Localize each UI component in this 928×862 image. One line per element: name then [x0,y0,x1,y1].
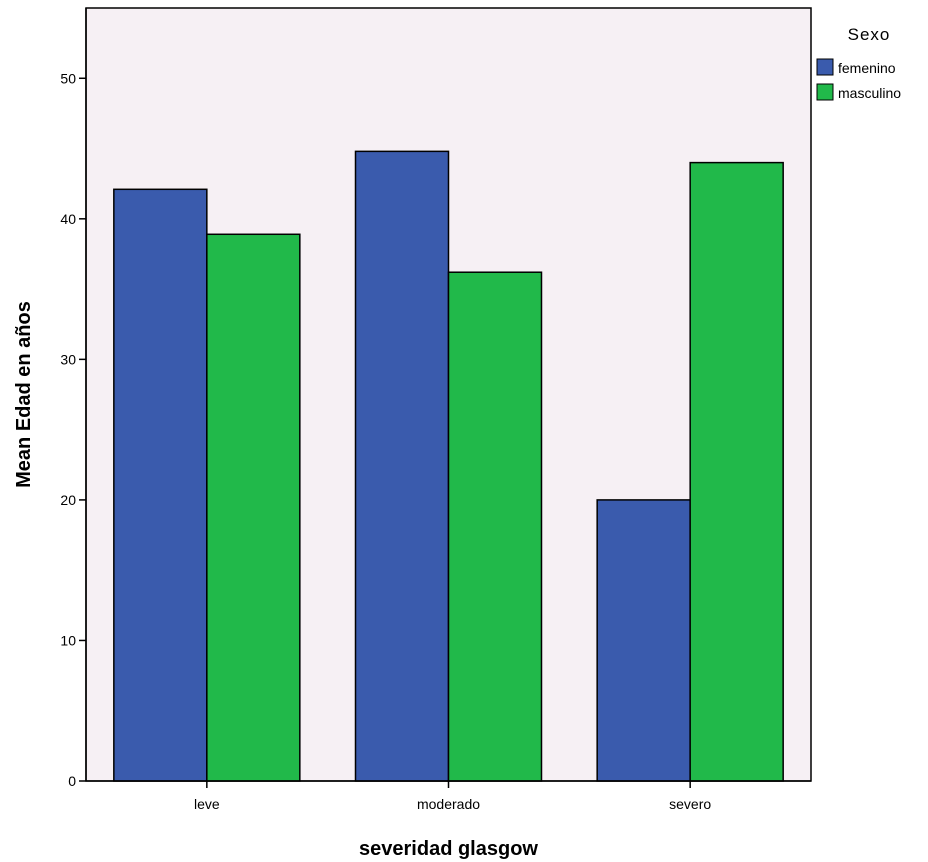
y-tick-label: 50 [60,70,76,86]
y-tick-label: 0 [68,773,76,789]
legend-swatch-masculino [816,83,834,101]
bar-leve-masculino [206,233,301,782]
legend-label-masculino: masculino [838,85,901,101]
bar-leve-femenino [113,188,208,782]
x-tick-label-leve: leve [194,796,220,812]
legend-title: Sexo [848,25,891,44]
bar-severo-masculino [689,161,784,782]
y-axis-ticks: 0 10 20 30 40 50 [60,70,86,789]
y-axis-title: Mean Edad en años [13,301,35,488]
bars-layer [113,150,784,782]
y-tick-label: 20 [60,492,76,508]
legend: Sexo femenino masculino [816,25,901,101]
bar-severo-femenino [596,499,691,782]
x-axis-ticks: leve moderado severo [194,781,711,812]
legend-swatch-femenino [816,58,834,76]
y-tick-label: 30 [60,351,76,367]
bar-moderado-femenino [354,150,450,782]
y-tick-label: 10 [60,632,76,648]
legend-label-femenino: femenino [838,60,896,76]
x-axis-title: severidad glasgow [359,838,538,860]
bar-moderado-masculino [447,271,543,782]
x-tick-label-severo: severo [669,796,711,812]
x-tick-label-moderado: moderado [417,796,480,812]
y-tick-label: 40 [60,211,76,227]
